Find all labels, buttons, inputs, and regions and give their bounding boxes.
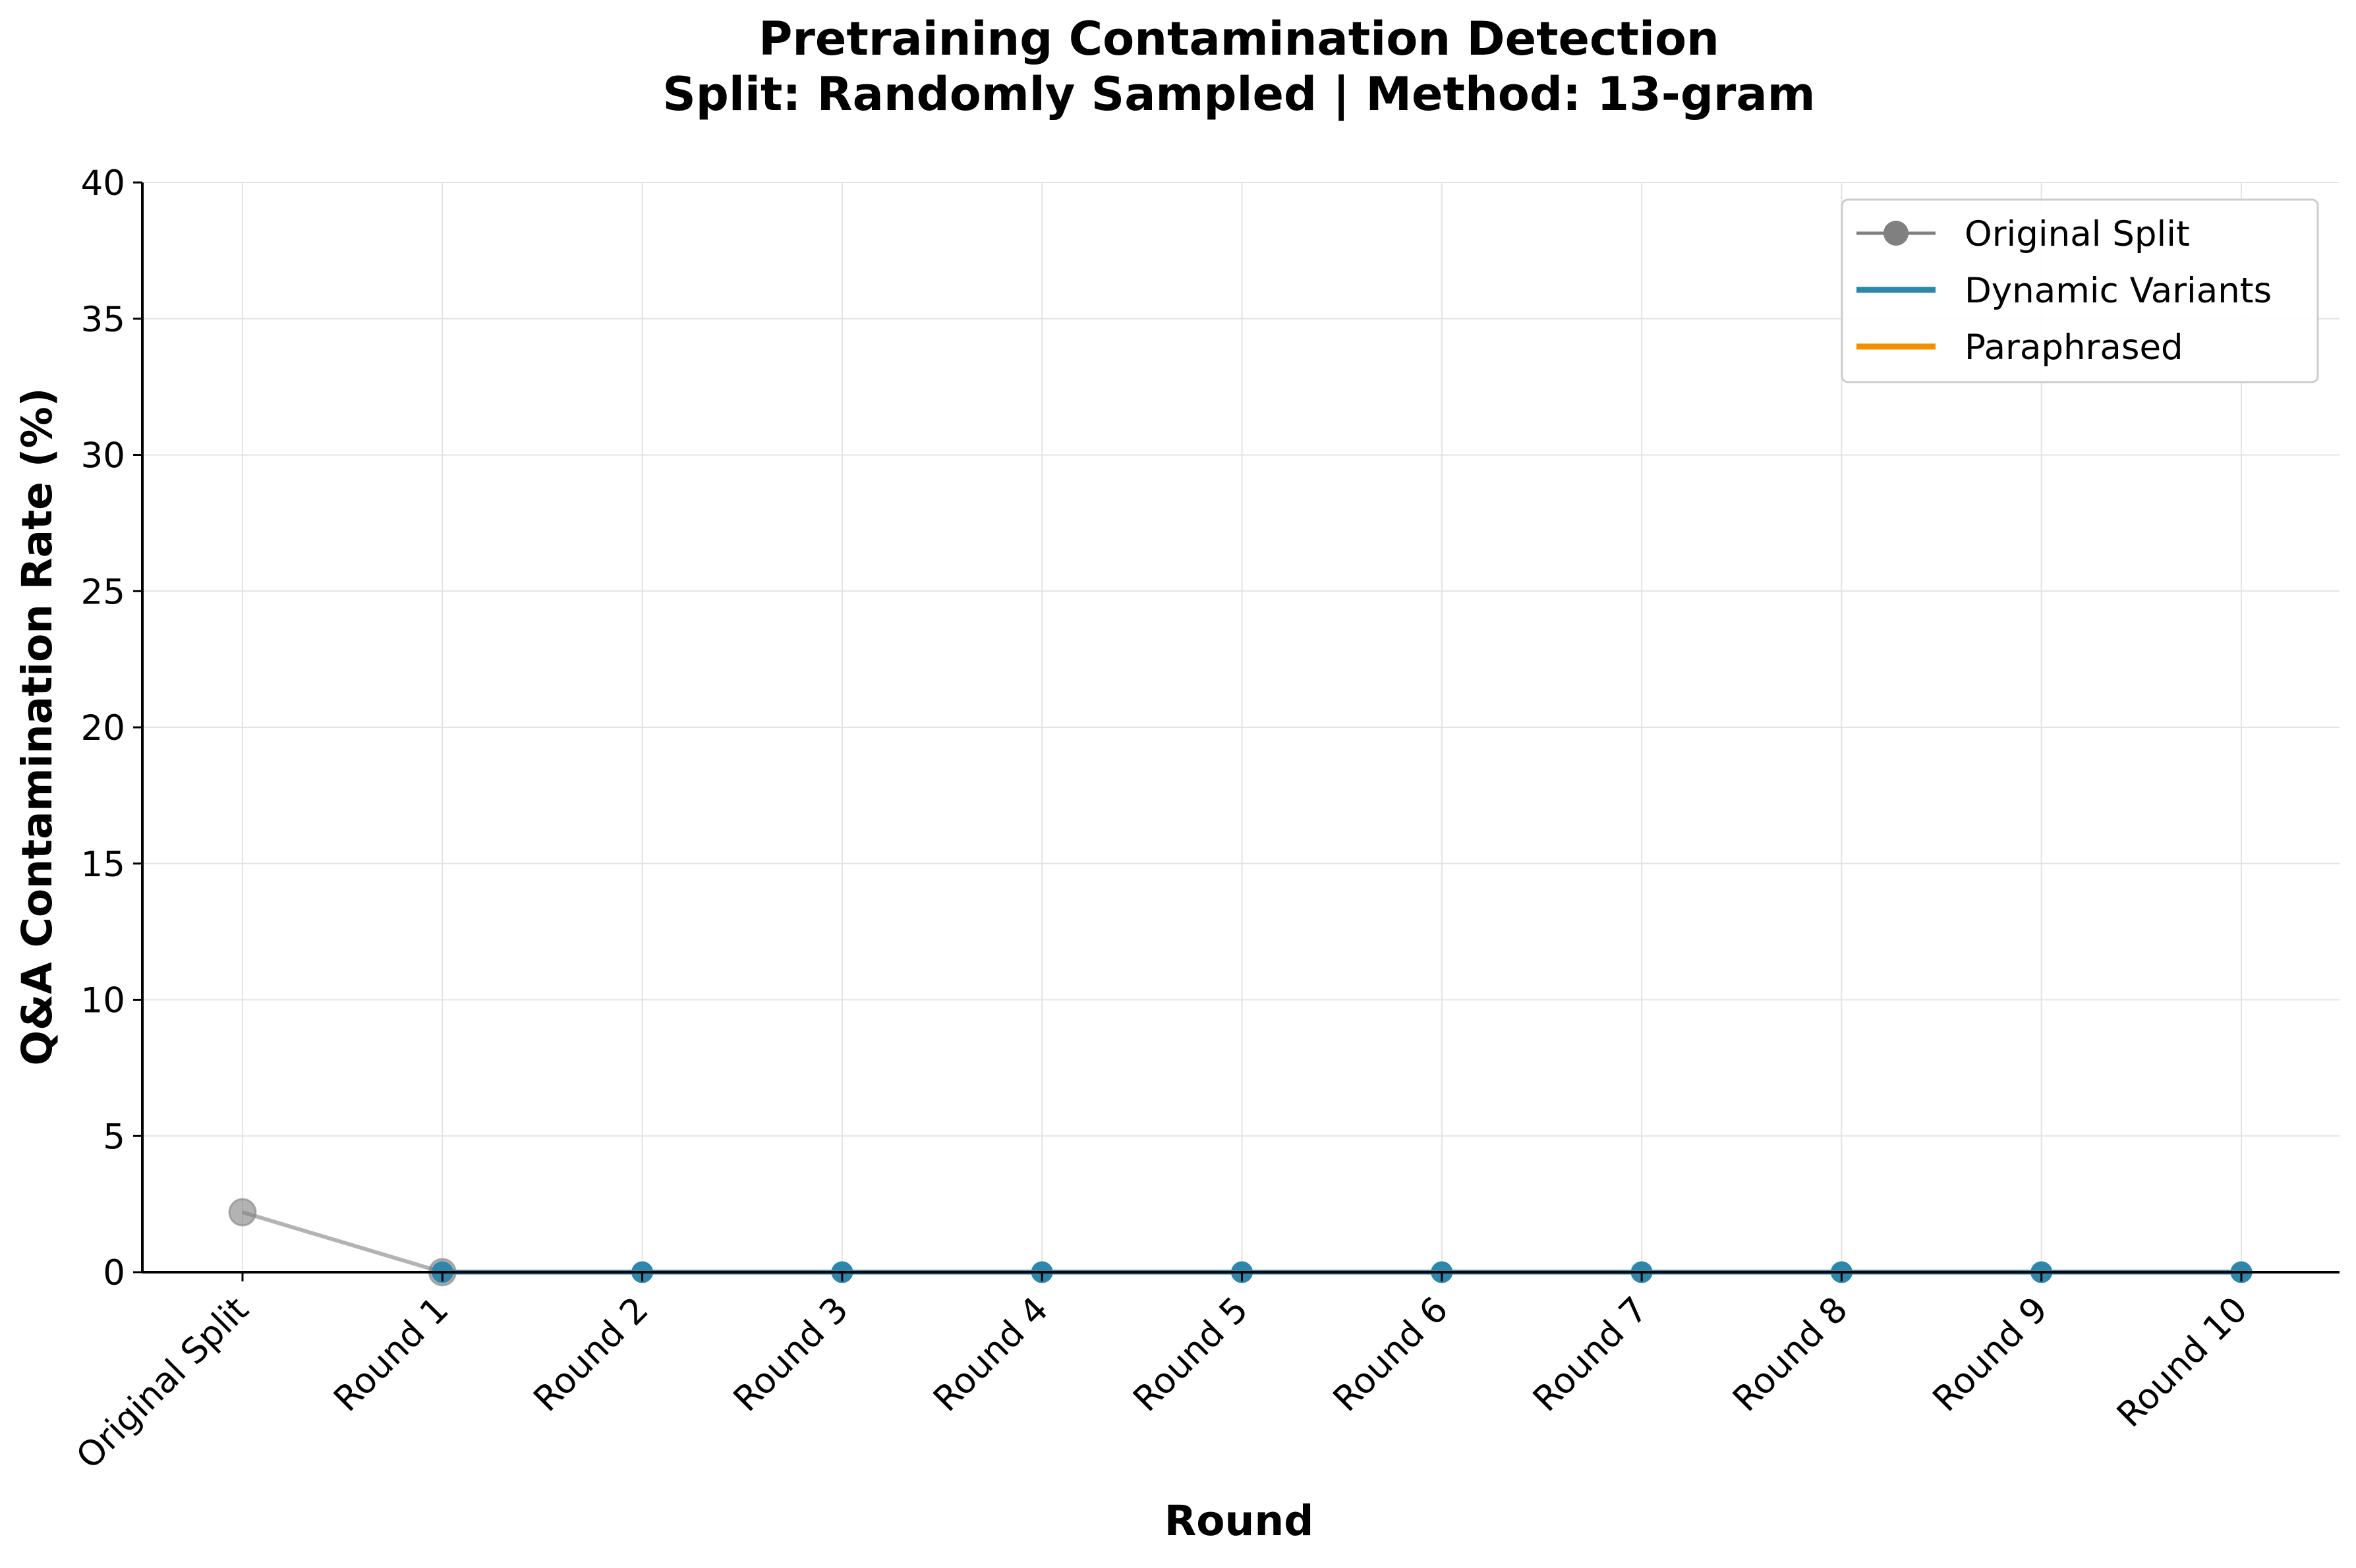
y-tick-label: 20 bbox=[81, 708, 125, 748]
y-tick-label: 25 bbox=[81, 572, 125, 612]
x-tick-label: Round 8 bbox=[1725, 1289, 1855, 1419]
x-tick-label: Round 4 bbox=[926, 1289, 1056, 1419]
x-tick-label: Original Split bbox=[69, 1289, 256, 1477]
legend-label: Original Split bbox=[1965, 214, 2190, 254]
legend: Original Split Dynamic Variants Paraphrase… bbox=[1841, 198, 2319, 383]
y-tick-label: 0 bbox=[103, 1253, 125, 1293]
y-tick-label: 10 bbox=[81, 981, 125, 1021]
legend-box bbox=[1841, 198, 2319, 383]
grid-layer bbox=[142, 182, 2340, 1273]
legend-item: Dynamic Variants bbox=[1856, 271, 2272, 311]
x-tick-label: Round 5 bbox=[1126, 1289, 1255, 1419]
chart-title: Pretraining Contamination Detection bbox=[759, 12, 1719, 66]
x-tick-label: Round 2 bbox=[526, 1289, 656, 1419]
legend-label: Dynamic Variants bbox=[1965, 271, 2272, 311]
y-tick-label: 30 bbox=[81, 436, 125, 476]
x-tick-label: Round 3 bbox=[726, 1289, 856, 1419]
y-axis-label: Q&A Contamination Rate (%) bbox=[13, 387, 61, 1065]
chart-subtitle: Split: Randomly Sampled | Method: 13-gra… bbox=[662, 67, 1815, 121]
x-axis-label: Round bbox=[1164, 1497, 1314, 1545]
x-tick-label: Round 1 bbox=[326, 1289, 456, 1419]
y-tick-label: 40 bbox=[81, 163, 125, 204]
y-tick-label: 15 bbox=[81, 845, 125, 885]
x-tick-label: Round 7 bbox=[1526, 1289, 1655, 1419]
legend-marker bbox=[1883, 221, 1909, 246]
legend-label: Paraphrased bbox=[1965, 327, 2183, 368]
y-tick-label: 35 bbox=[81, 300, 125, 340]
x-tick-label: Round 6 bbox=[1326, 1289, 1456, 1419]
legend-item: Original Split bbox=[1856, 214, 2190, 254]
x-tick-label: Round 10 bbox=[2110, 1289, 2255, 1435]
legend-item: Paraphrased bbox=[1856, 327, 2183, 368]
data-point bbox=[228, 1198, 257, 1227]
x-tick-label: Round 9 bbox=[1925, 1289, 2055, 1419]
y-tick-label: 5 bbox=[103, 1117, 125, 1157]
series-line bbox=[242, 1210, 444, 1274]
